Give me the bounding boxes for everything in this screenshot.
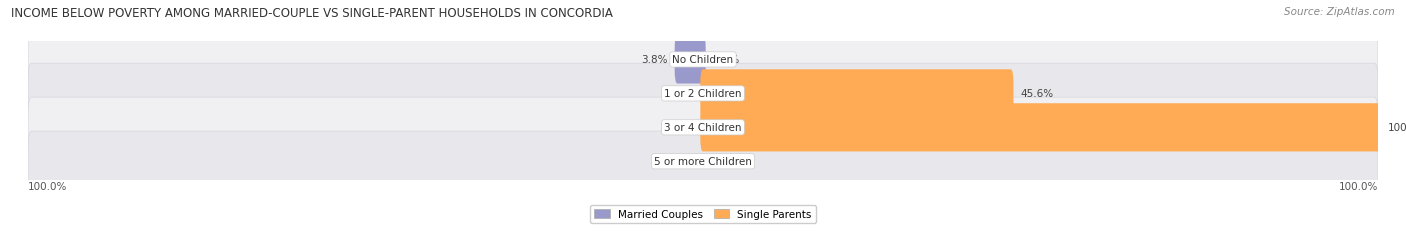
Text: Source: ZipAtlas.com: Source: ZipAtlas.com <box>1284 7 1395 17</box>
Text: 100.0%: 100.0% <box>28 181 67 191</box>
Text: 45.6%: 45.6% <box>1021 89 1054 99</box>
FancyBboxPatch shape <box>675 36 706 84</box>
Text: 0.0%: 0.0% <box>666 123 693 133</box>
FancyBboxPatch shape <box>28 64 1378 124</box>
FancyBboxPatch shape <box>700 104 1381 152</box>
Text: 3 or 4 Children: 3 or 4 Children <box>664 123 742 133</box>
Text: 100.0%: 100.0% <box>1339 181 1378 191</box>
Text: INCOME BELOW POVERTY AMONG MARRIED-COUPLE VS SINGLE-PARENT HOUSEHOLDS IN CONCORD: INCOME BELOW POVERTY AMONG MARRIED-COUPL… <box>11 7 613 20</box>
FancyBboxPatch shape <box>28 30 1378 90</box>
Text: 3.8%: 3.8% <box>641 55 668 65</box>
FancyBboxPatch shape <box>28 131 1378 192</box>
Legend: Married Couples, Single Parents: Married Couples, Single Parents <box>591 205 815 224</box>
FancyBboxPatch shape <box>28 98 1378 158</box>
FancyBboxPatch shape <box>700 70 1014 118</box>
Text: 100.0%: 100.0% <box>1388 123 1406 133</box>
Text: 0.0%: 0.0% <box>666 89 693 99</box>
Text: 0.0%: 0.0% <box>713 157 740 167</box>
Text: 1 or 2 Children: 1 or 2 Children <box>664 89 742 99</box>
Text: 5 or more Children: 5 or more Children <box>654 157 752 167</box>
Text: 0.0%: 0.0% <box>713 55 740 65</box>
Text: 0.0%: 0.0% <box>666 157 693 167</box>
Text: No Children: No Children <box>672 55 734 65</box>
